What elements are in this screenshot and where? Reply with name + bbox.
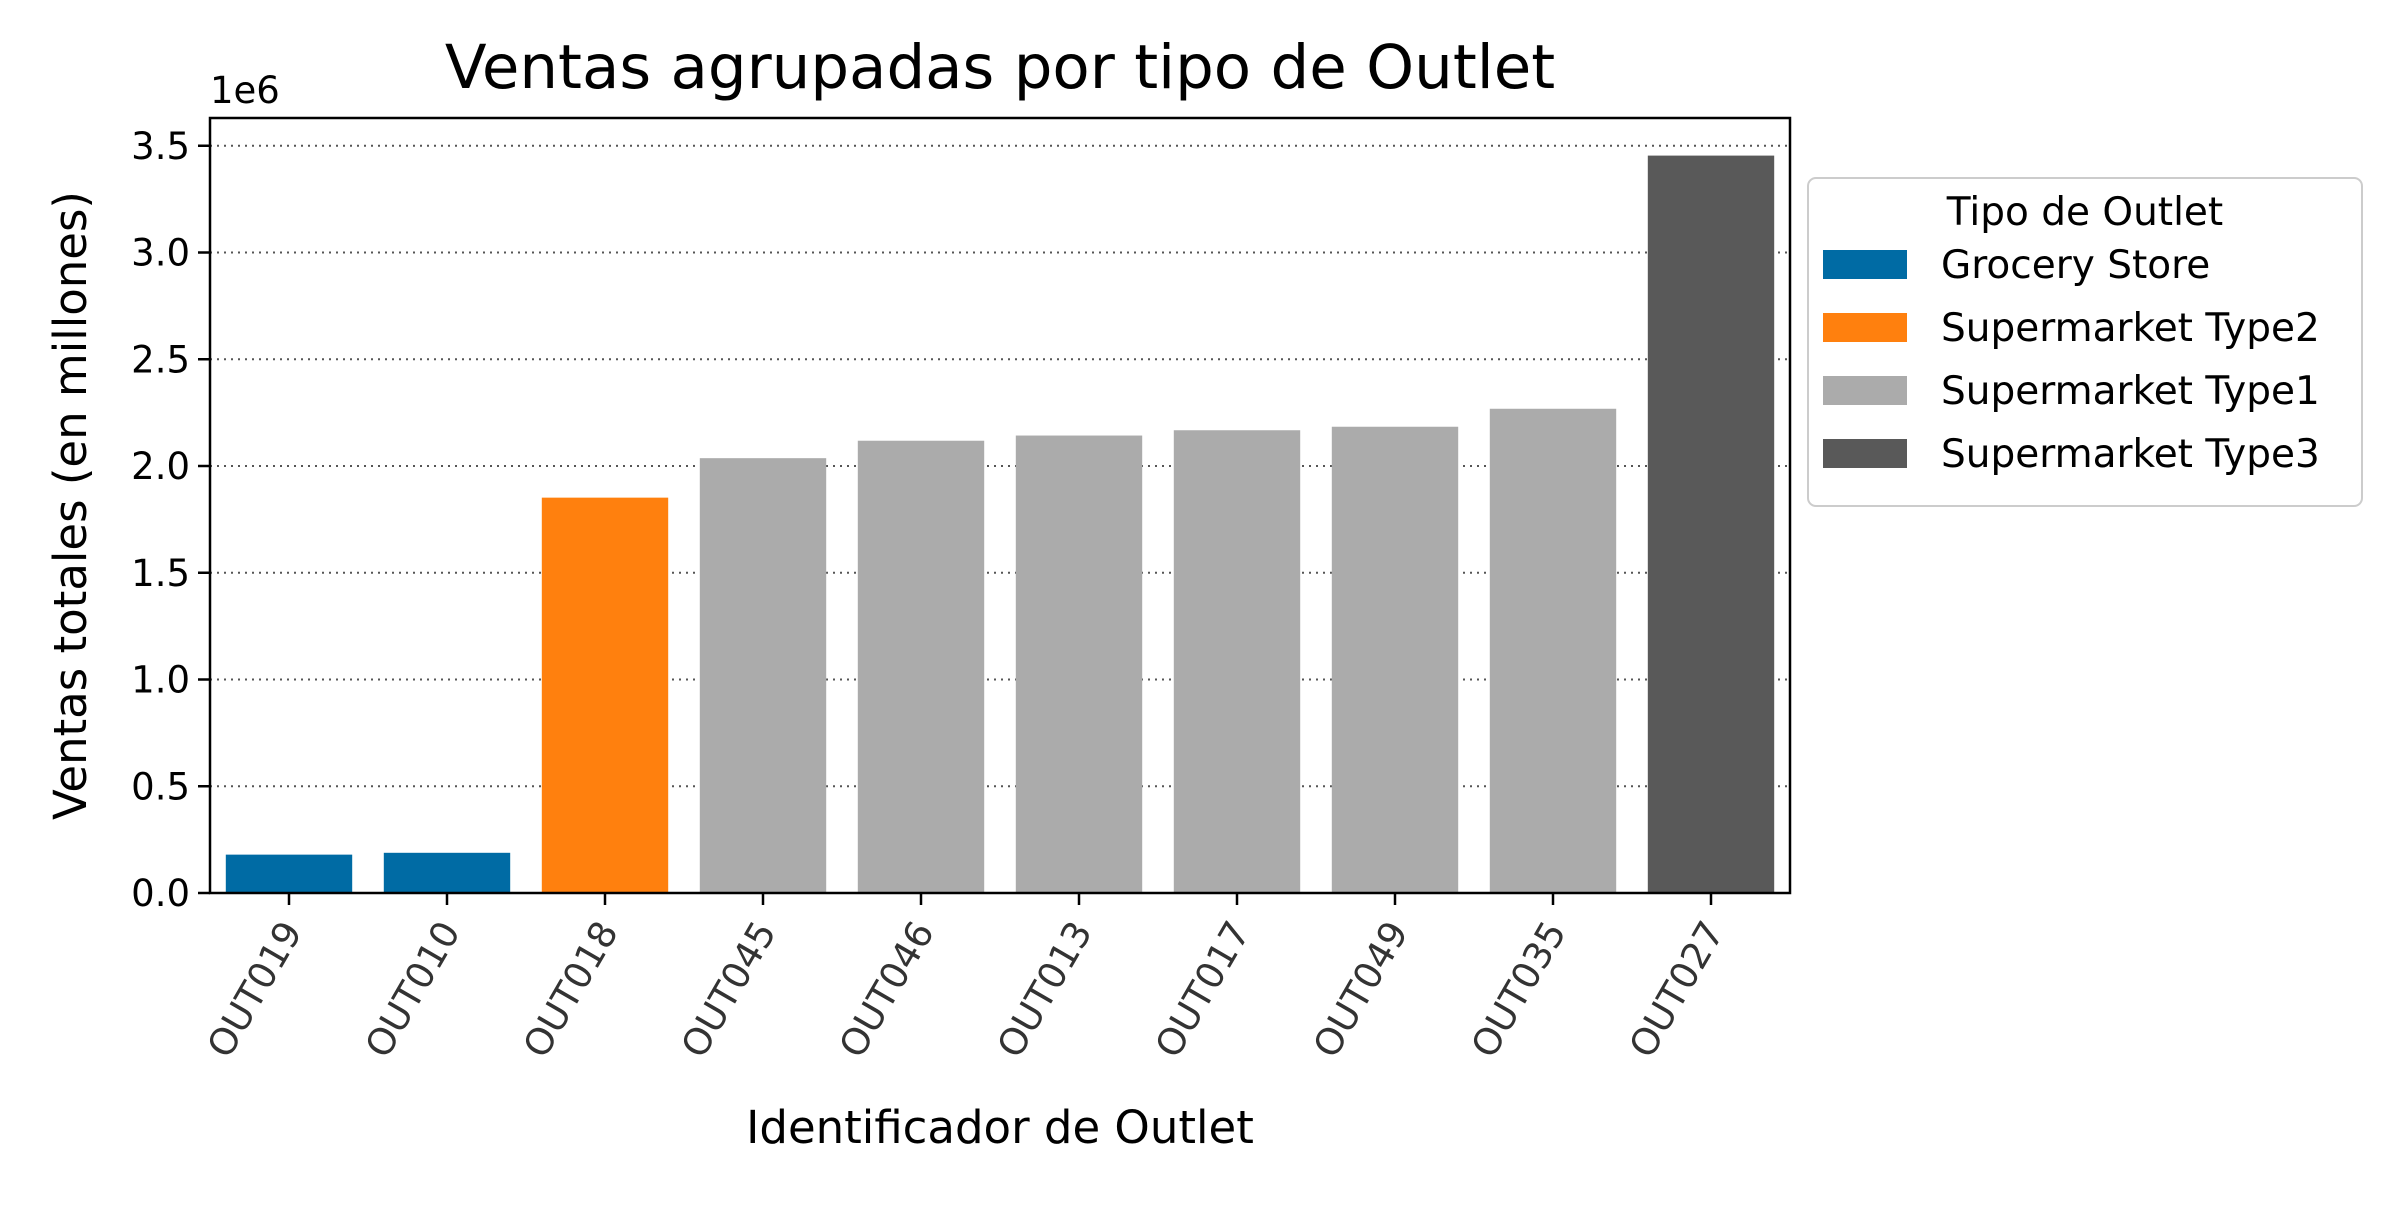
bar-out013	[1015, 435, 1143, 893]
bar-out018	[541, 497, 669, 893]
y-tick-label: 2.0	[131, 445, 190, 488]
bar-out017	[1173, 430, 1301, 893]
x-tick-label: OUT018	[515, 914, 627, 1065]
bar-out049	[1331, 426, 1459, 893]
x-tick-label: OUT035	[1463, 914, 1575, 1065]
x-tick-label: OUT027	[1621, 914, 1733, 1065]
legend-label: Supermarket Type2	[1941, 306, 2320, 351]
x-tick-label: OUT046	[831, 914, 943, 1065]
bar-out019	[225, 854, 353, 893]
y-tick-label: 0.5	[131, 765, 190, 808]
plot-frame	[208, 116, 1792, 895]
y-tick-label: 3.5	[131, 125, 190, 168]
y-axis-label: Ventas totales (en millones)	[44, 191, 97, 820]
legend-label: Supermarket Type3	[1941, 432, 2320, 477]
x-tick-label: OUT045	[673, 914, 785, 1065]
y-tick-label: 1.0	[131, 659, 190, 702]
x-axis-label: Identificador de Outlet	[746, 1101, 1254, 1154]
bar-out035	[1489, 408, 1617, 893]
y-tick-label: 3.0	[131, 232, 190, 275]
legend: Tipo de Outlet Grocery Store Supermarket …	[1807, 177, 2363, 507]
legend-title: Tipo de Outlet	[1946, 190, 2223, 235]
legend-frame	[1807, 177, 2363, 507]
x-tick-label: OUT013	[989, 914, 1101, 1065]
x-tick-label: OUT049	[1305, 914, 1417, 1065]
x-axis-ticks: OUT019 OUT010 OUT018 OUT045 OUT046 OUT013 OUT0…	[199, 893, 1733, 1065]
bars	[225, 155, 1775, 893]
legend-swatch	[1823, 439, 1907, 468]
y-axis-ticks: 0.0 0.5 1.0 1.5 2.0 2.5 3.0 3.5	[131, 125, 210, 915]
legend-swatch	[1823, 250, 1907, 279]
bar-out010	[383, 852, 511, 893]
chart-title: Ventas agrupadas por tipo de Outlet	[445, 32, 1555, 103]
bar-out046	[857, 440, 985, 893]
y-tick-label: 1.5	[131, 552, 190, 595]
x-tick-label: OUT017	[1147, 914, 1259, 1065]
bar-out027	[1647, 155, 1775, 893]
x-tick-label: OUT019	[199, 914, 311, 1065]
legend-label: Grocery Store	[1941, 243, 2210, 288]
y-tick-label: 2.5	[131, 338, 190, 381]
legend-swatch	[1823, 376, 1907, 405]
legend-entries: Grocery Store Supermarket Type2 Supermarke…	[1823, 243, 2320, 477]
y-axis-offset-label: 1e6	[210, 69, 280, 112]
y-tick-label: 0.0	[131, 872, 190, 915]
x-tick-label: OUT010	[357, 914, 469, 1065]
legend-label: Supermarket Type1	[1941, 369, 2320, 414]
legend-swatch	[1823, 313, 1907, 342]
bar-out045	[699, 458, 827, 893]
